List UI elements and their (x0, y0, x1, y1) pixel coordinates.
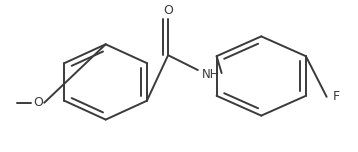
Text: F: F (333, 90, 340, 103)
Text: O: O (33, 96, 43, 109)
Text: O: O (163, 4, 173, 17)
Text: NH: NH (202, 67, 219, 81)
